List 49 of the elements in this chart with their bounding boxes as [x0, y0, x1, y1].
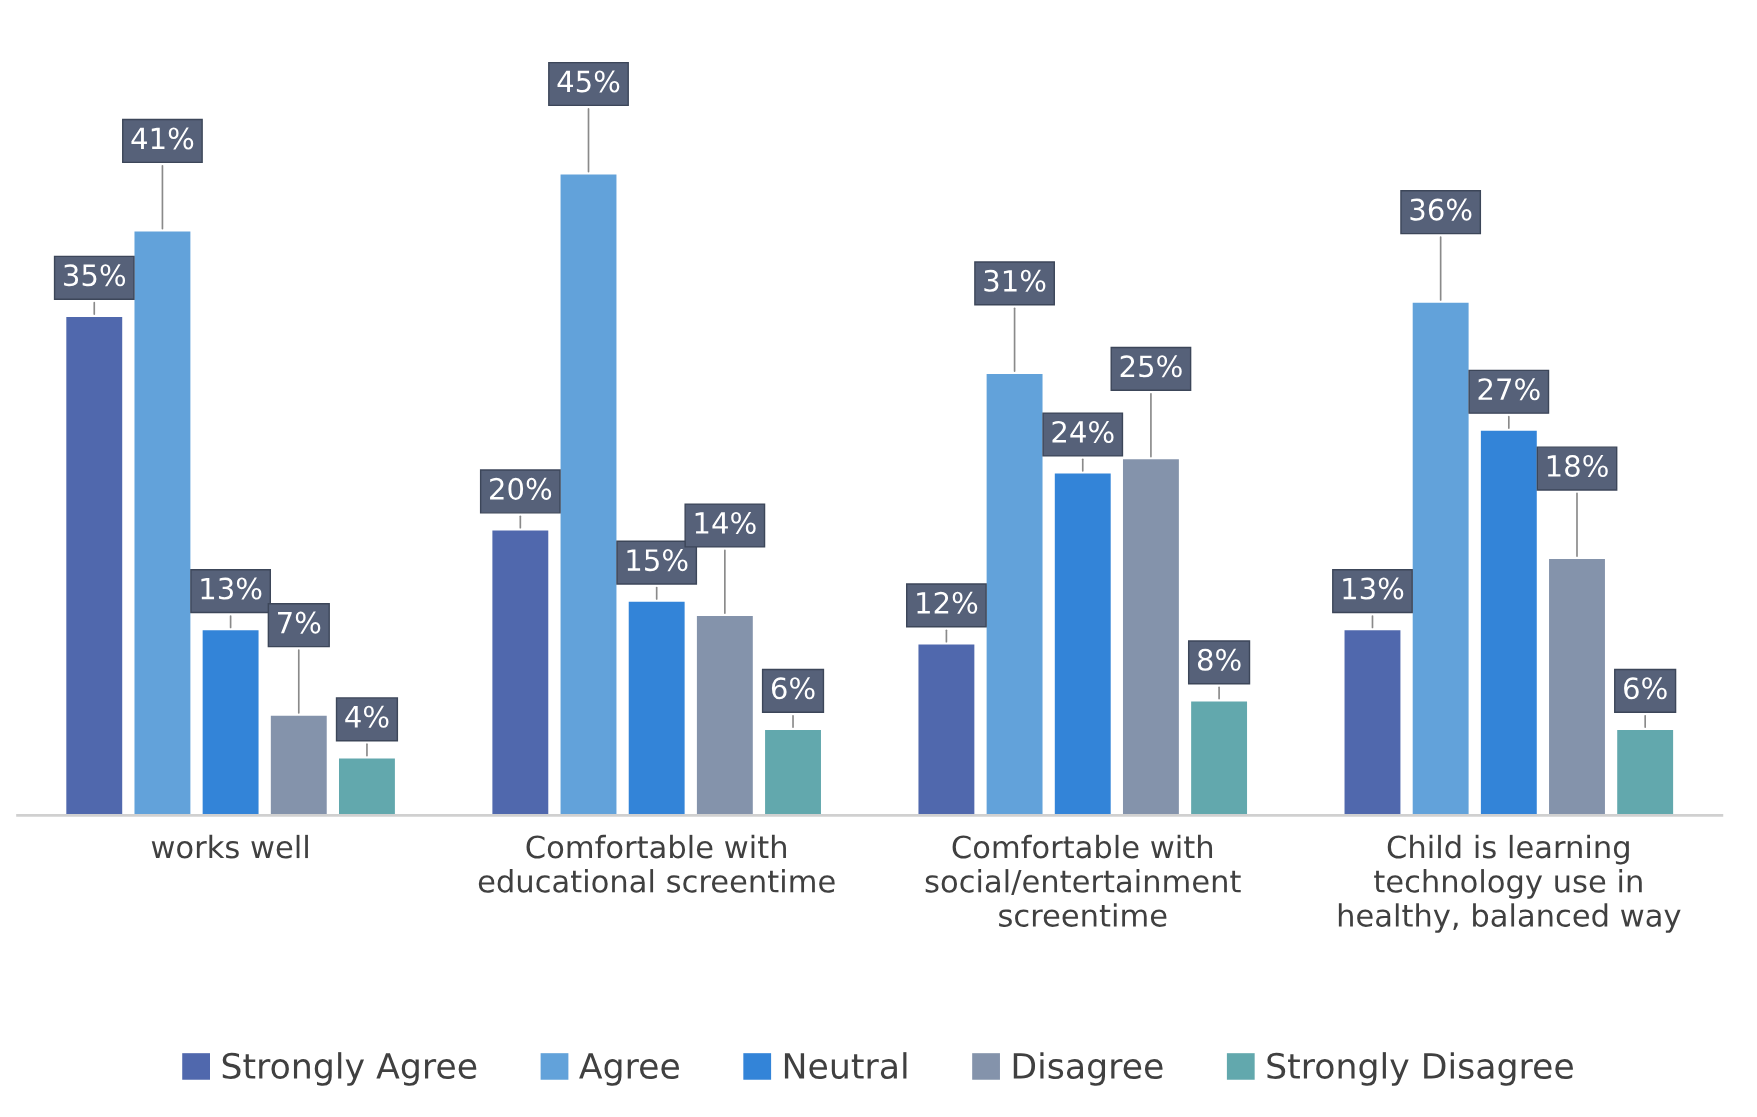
data-label: 31%	[984, 269, 1046, 292]
bar	[560, 174, 617, 816]
x-tick-label: Comfortable with educational screentime	[478, 834, 835, 893]
bar	[765, 729, 821, 816]
data-label: 6%	[1624, 677, 1667, 700]
legend-label: Strongly Disagree	[1267, 1052, 1573, 1086]
bar	[1122, 459, 1179, 816]
data-label: 13%	[1343, 577, 1404, 600]
data-label: 25%	[1120, 355, 1182, 378]
bar	[1480, 430, 1537, 816]
bar	[339, 758, 395, 816]
legend-label: Agree	[579, 1053, 679, 1086]
legend-label: Neutral	[784, 1052, 907, 1080]
x-tick-label: works well	[151, 834, 308, 859]
bar	[1054, 473, 1111, 816]
bar	[202, 630, 259, 816]
bar	[1344, 630, 1401, 816]
data-label: 8%	[1197, 648, 1241, 671]
legend-label: Disagree	[1013, 1052, 1163, 1086]
bar	[270, 715, 327, 816]
data-label: 12%	[917, 591, 978, 614]
bar	[918, 644, 975, 816]
bar	[66, 316, 123, 816]
bar	[492, 530, 549, 816]
data-label: 6%	[771, 677, 815, 700]
x-tick-label: Child is learning technology use in healthy, balanced way	[1338, 834, 1681, 933]
bar	[1549, 559, 1605, 816]
data-label: 7%	[278, 611, 321, 634]
data-label: 35%	[64, 264, 126, 287]
bar	[696, 616, 753, 816]
data-label: 14%	[695, 511, 756, 534]
data-label: 24%	[1052, 420, 1114, 443]
legend-label: Strongly Agree	[222, 1052, 477, 1086]
bar	[986, 373, 1043, 816]
bar	[1191, 701, 1248, 816]
data-label: 45%	[557, 70, 620, 93]
data-label: 4%	[345, 705, 389, 728]
data-label: 15%	[627, 549, 688, 572]
x-tick-label: Comfortable with social/entertainment screentime	[925, 834, 1241, 927]
data-label: 18%	[1547, 454, 1608, 478]
bar	[134, 231, 191, 816]
bar	[1617, 729, 1674, 816]
data-label: 20%	[490, 477, 552, 500]
bar	[1412, 302, 1469, 816]
data-label: 13%	[201, 577, 262, 600]
data-label: 36%	[1410, 198, 1472, 221]
data-label: 27%	[1478, 378, 1540, 401]
data-label: 41%	[131, 127, 194, 150]
bar	[628, 601, 685, 816]
